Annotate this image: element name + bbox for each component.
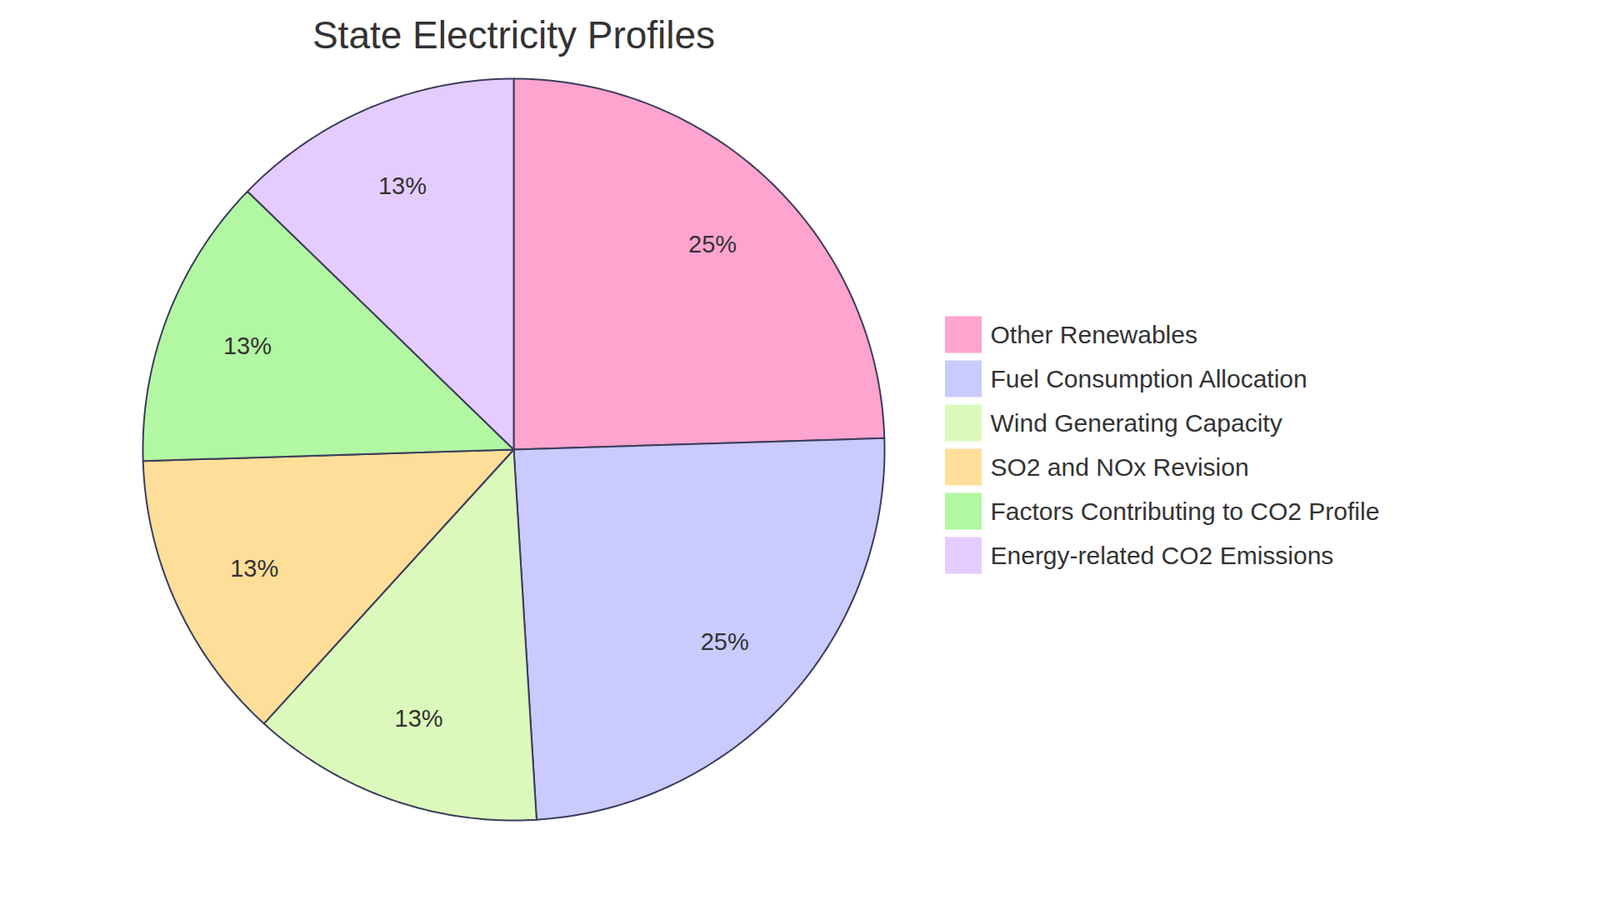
svg-text:Other Renewables: Other Renewables (990, 320, 1198, 349)
svg-text:SO2 and NOx Revision: SO2 and NOx Revision (990, 453, 1250, 481)
svg-text:Wind Generating Capacity: Wind Generating Capacity (990, 409, 1283, 437)
svg-text:13%: 13% (395, 705, 444, 732)
svg-text:State Electricity Profiles: State Electricity Profiles (312, 13, 715, 57)
svg-text:Factors Contributing to CO2 Pr: Factors Contributing to CO2 Profile (990, 497, 1380, 525)
svg-text:Energy-related CO2 Emissions: Energy-related CO2 Emissions (990, 541, 1335, 570)
svg-text:25%: 25% (700, 628, 750, 655)
svg-text:13%: 13% (223, 332, 272, 360)
svg-text:Fuel Consumption Allocation: Fuel Consumption Allocation (990, 365, 1308, 393)
svg-text:13%: 13% (378, 172, 427, 200)
svg-text:13%: 13% (230, 555, 279, 582)
svg-text:25%: 25% (688, 230, 737, 258)
